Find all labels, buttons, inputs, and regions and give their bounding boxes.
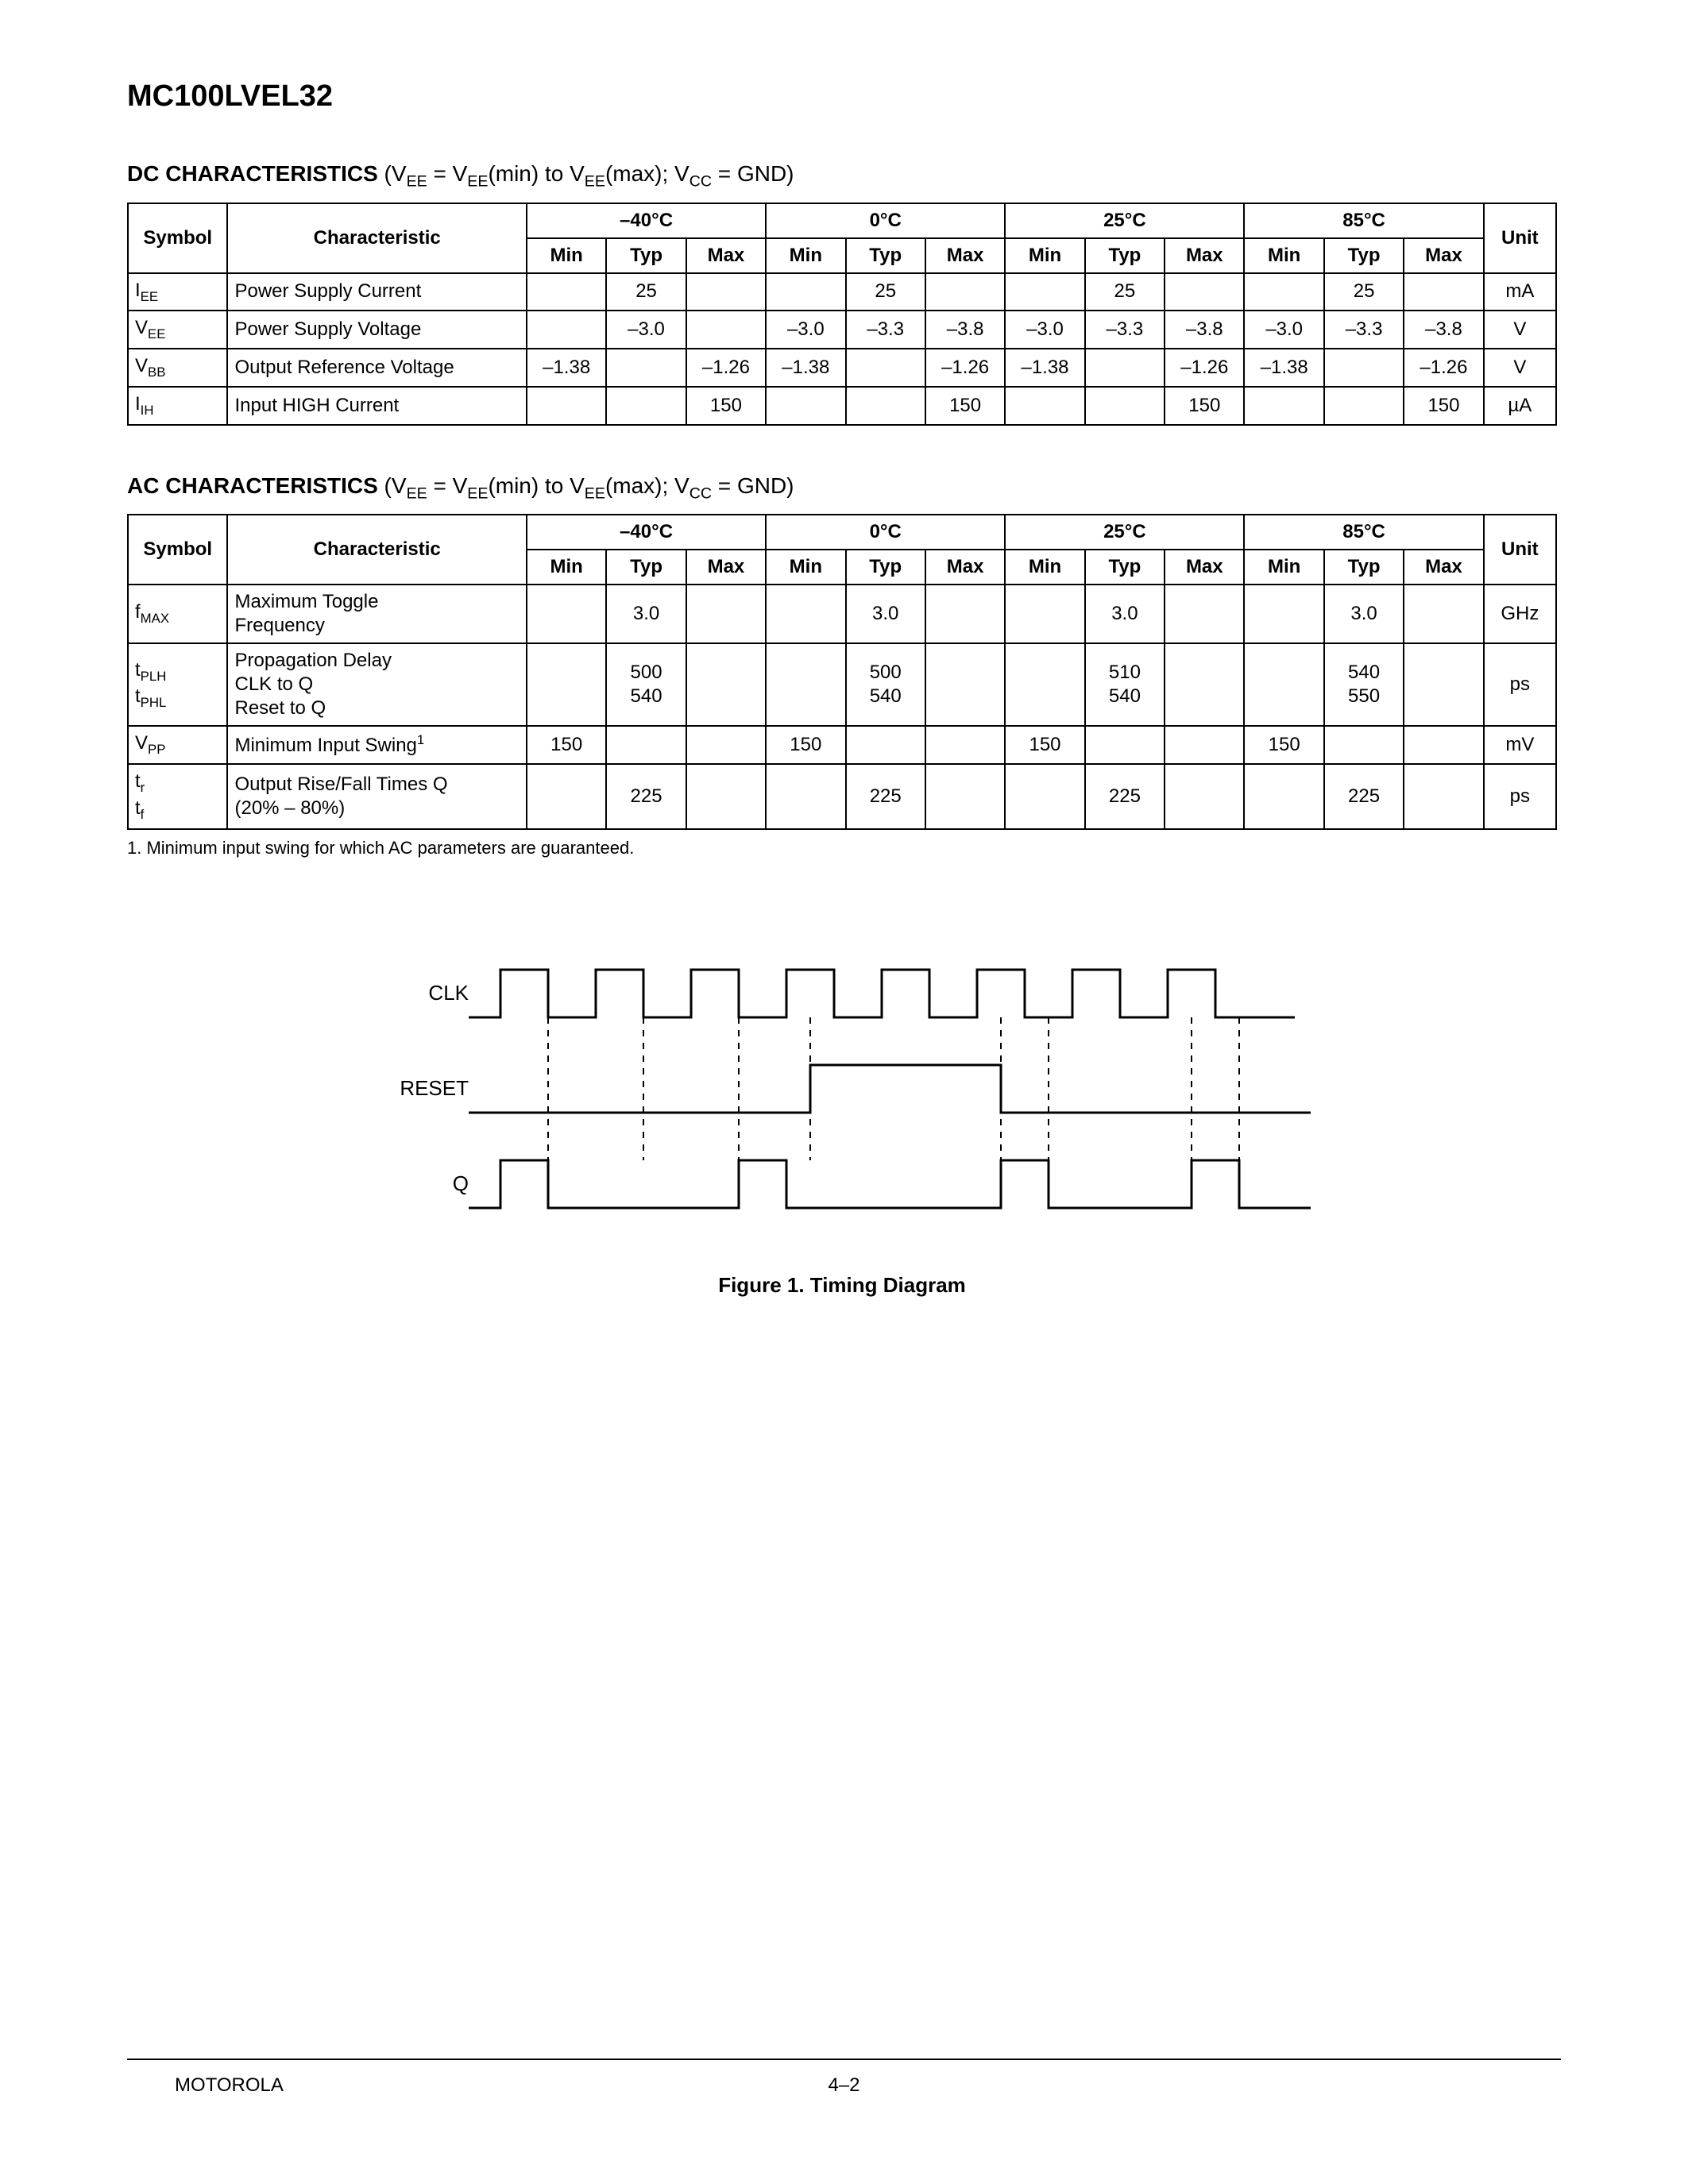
svg-text:RESET: RESET xyxy=(400,1076,469,1100)
ac-tbody: fMAXMaximum ToggleFrequency3.03.03.03.0G… xyxy=(128,585,1556,828)
ac-footnote: 1. Minimum input swing for which AC para… xyxy=(127,838,1557,859)
page-footer: MOTOROLA 4–2 xyxy=(127,2059,1561,2097)
ac-table: SymbolCharacteristic–40°C0°C25°C85°CUnit… xyxy=(127,514,1557,829)
part-number: MC100LVEL32 xyxy=(127,79,1557,114)
timing-diagram: CLK RESET Q xyxy=(365,954,1319,1240)
table-row: tPLHtPHLPropagation DelayCLK to QReset t… xyxy=(128,643,1556,726)
table-row: fMAXMaximum ToggleFrequency3.03.03.03.0G… xyxy=(128,585,1556,643)
footer-page: 4–2 xyxy=(127,2074,1561,2097)
ac-thead: SymbolCharacteristic–40°C0°C25°C85°CUnit… xyxy=(128,515,1556,585)
svg-text:Q: Q xyxy=(453,1171,469,1195)
svg-text:CLK: CLK xyxy=(428,981,469,1005)
table-row: VBBOutput Reference Voltage–1.38–1.26–1.… xyxy=(128,349,1556,387)
ac-title: AC CHARACTERISTICS (VEE = VEE(min) to VE… xyxy=(127,473,1557,504)
footer-vendor: MOTOROLA xyxy=(175,2074,284,2097)
table-row: IIHInput HIGH Current150150150150µA xyxy=(128,387,1556,425)
dc-title-lead: DC CHARACTERISTICS xyxy=(127,161,378,186)
ac-title-lead: AC CHARACTERISTICS xyxy=(127,473,378,498)
dc-title-paren: (VEE = VEE(min) to VEE(max); VCC = GND) xyxy=(378,161,794,186)
table-row: trtfOutput Rise/Fall Times Q(20% – 80%)2… xyxy=(128,764,1556,829)
dc-title: DC CHARACTERISTICS (VEE = VEE(min) to VE… xyxy=(127,161,1557,191)
table-row: VEEPower Supply Voltage–3.0–3.0–3.3–3.8–… xyxy=(128,311,1556,349)
table-row: VPPMinimum Input Swing1150150150150mV xyxy=(128,726,1556,764)
dc-thead: SymbolCharacteristic–40°C0°C25°C85°CUnit… xyxy=(128,203,1556,273)
table-row: IEEPower Supply Current25252525mA xyxy=(128,273,1556,311)
ac-title-paren: (VEE = VEE(min) to VEE(max); VCC = GND) xyxy=(378,473,794,498)
dc-tbody: IEEPower Supply Current25252525mAVEEPowe… xyxy=(128,273,1556,425)
dc-table: SymbolCharacteristic–40°C0°C25°C85°CUnit… xyxy=(127,203,1557,426)
figure-wrap: CLK RESET Q Figure 1. Timing Diagram xyxy=(127,954,1557,1298)
figure-caption: Figure 1. Timing Diagram xyxy=(127,1273,1557,1298)
